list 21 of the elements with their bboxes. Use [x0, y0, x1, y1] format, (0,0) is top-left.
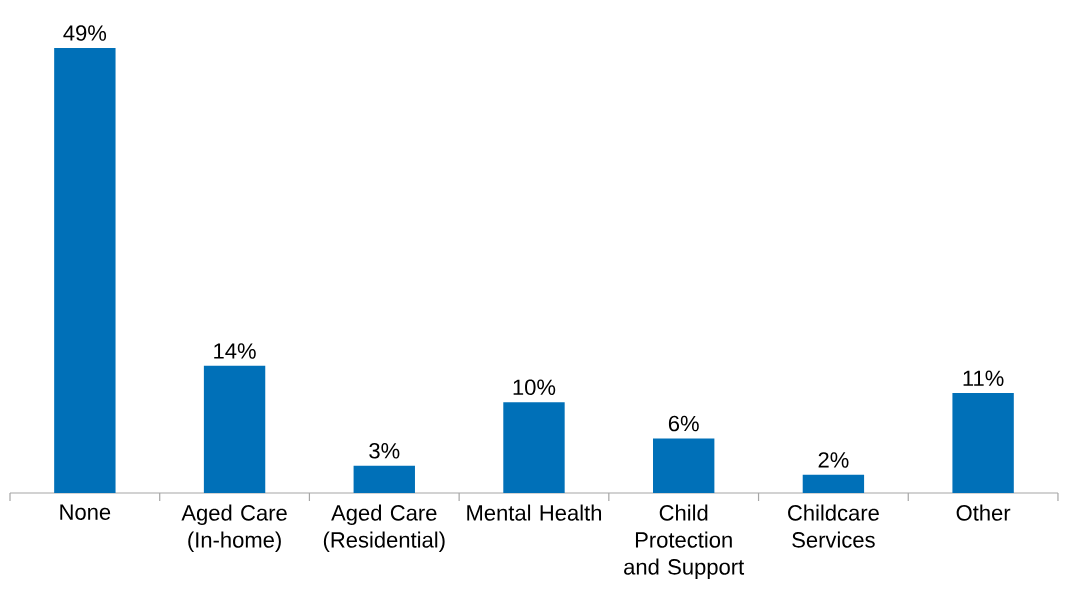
x-tick-label: None	[60, 504, 111, 520]
x-tick-label: Mental Health	[467, 504, 602, 521]
bar	[203, 365, 266, 493]
x-tick-label: Other	[956, 504, 1011, 521]
data-label: 14%	[214, 343, 256, 359]
data-label: 49%	[63, 25, 107, 41]
bar	[503, 402, 565, 493]
data-label: 6%	[668, 415, 699, 432]
data-label: 11%	[963, 370, 1004, 386]
bar	[802, 474, 865, 493]
bar	[653, 438, 715, 493]
bar	[952, 393, 1014, 493]
x-tick-label: Aged Care (Residential)	[323, 504, 445, 553]
bar	[353, 465, 415, 493]
x-tick-label: Aged Care (In-home)	[181, 504, 287, 553]
data-label: 2%	[818, 452, 849, 468]
data-label: 10%	[513, 379, 556, 395]
data-label: 3%	[369, 442, 400, 459]
bar	[54, 48, 116, 493]
x-tick-label: Childcare Services	[788, 504, 879, 548]
x-tick-label: Child Protection and Support	[624, 504, 745, 580]
